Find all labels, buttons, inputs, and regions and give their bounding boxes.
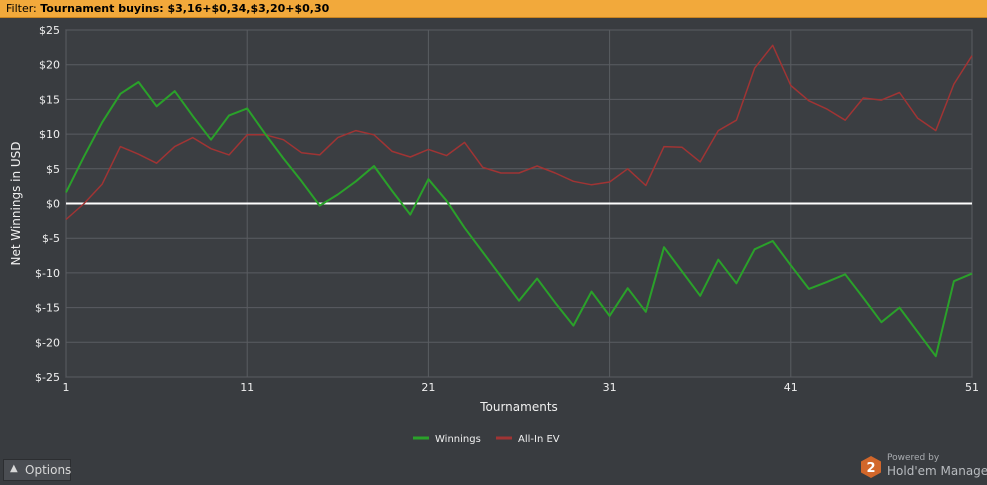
y-tick-label: $10 xyxy=(39,128,60,141)
y-tick-label: $-25 xyxy=(35,371,60,384)
filter-prefix: Filter: xyxy=(6,2,41,15)
x-tick-label: 11 xyxy=(240,381,254,394)
y-tick-label: $20 xyxy=(39,59,60,72)
x-tick-label: 51 xyxy=(965,381,979,394)
filter-bar: Filter: Tournament buyins: $3,16+$0,34,$… xyxy=(0,0,987,18)
y-tick-label: $25 xyxy=(39,24,60,37)
y-axis-label: Net Winnings in USD xyxy=(9,141,23,265)
y-tick-label: $-10 xyxy=(35,267,60,280)
hem-logo-icon: 2 xyxy=(861,456,881,478)
legend-item-winnings: Winnings xyxy=(435,434,481,445)
x-tick-label: 41 xyxy=(784,381,798,394)
y-tick-label: $5 xyxy=(46,163,60,176)
chevron-up-icon: ▲ xyxy=(10,463,18,474)
svg-text:2: 2 xyxy=(866,461,875,476)
brand-name: Hold'em Manager xyxy=(887,464,987,478)
net-winnings-chart: $25$20$15$10$5$0$-5$-10$-15$-20$-251 11 21… xyxy=(9,24,979,445)
winnings-line xyxy=(65,81,973,358)
y-tick-label: $0 xyxy=(46,198,60,211)
filter-text: Tournament buyins: $3,16+$0,34,$3,20+$0,… xyxy=(40,2,330,15)
options-button[interactable]: ▲ Options xyxy=(3,459,71,481)
y-tick-label: $-20 xyxy=(35,336,60,349)
powered-by-text: Powered by xyxy=(887,453,940,463)
filter-label: Filter: Tournament buyins: $3,16+$0,34,$… xyxy=(6,2,329,15)
y-tick-label: $15 xyxy=(39,93,60,106)
y-tick-label: $-5 xyxy=(42,232,60,245)
powered-by-brand: 2 Powered by Hold'em Manager xyxy=(858,452,987,482)
y-tick-label: $-15 xyxy=(35,302,60,315)
legend-item-allin-ev: All-In EV xyxy=(518,434,560,445)
x-tick-label: 1 xyxy=(63,381,70,394)
x-tick-label: 31 xyxy=(603,381,617,394)
x-axis-label: Tournaments xyxy=(479,400,558,414)
options-label: Options xyxy=(25,463,72,477)
x-tick-label: 21 xyxy=(421,381,435,394)
allin-ev-line xyxy=(65,44,973,221)
